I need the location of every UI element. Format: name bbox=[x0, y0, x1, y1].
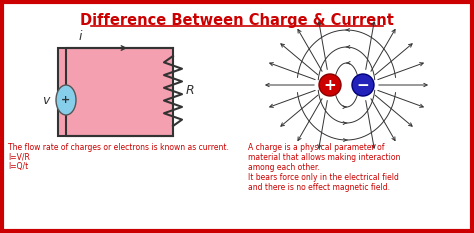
Text: A charge is a physical parameter of: A charge is a physical parameter of bbox=[248, 143, 384, 152]
Text: among each other.: among each other. bbox=[248, 163, 320, 172]
Circle shape bbox=[352, 74, 374, 96]
Circle shape bbox=[319, 74, 341, 96]
Text: It bears force only in the electrical field: It bears force only in the electrical fi… bbox=[248, 173, 399, 182]
Text: I=V/R: I=V/R bbox=[8, 153, 30, 162]
Ellipse shape bbox=[56, 85, 76, 115]
Text: R: R bbox=[186, 85, 194, 97]
Text: −: − bbox=[356, 78, 369, 93]
Text: +: + bbox=[324, 78, 337, 93]
Text: and there is no effect magnetic field.: and there is no effect magnetic field. bbox=[248, 183, 390, 192]
Text: i: i bbox=[78, 30, 82, 43]
Bar bbox=[58, 48, 173, 136]
Text: The flow rate of charges or electrons is known as current.: The flow rate of charges or electrons is… bbox=[8, 143, 229, 152]
Text: +: + bbox=[61, 95, 71, 105]
Text: material that allows making interaction: material that allows making interaction bbox=[248, 153, 401, 162]
Text: Difference Between Charge & Current: Difference Between Charge & Current bbox=[80, 13, 394, 27]
Text: v: v bbox=[42, 93, 50, 106]
Text: I=Q/t: I=Q/t bbox=[8, 162, 28, 171]
